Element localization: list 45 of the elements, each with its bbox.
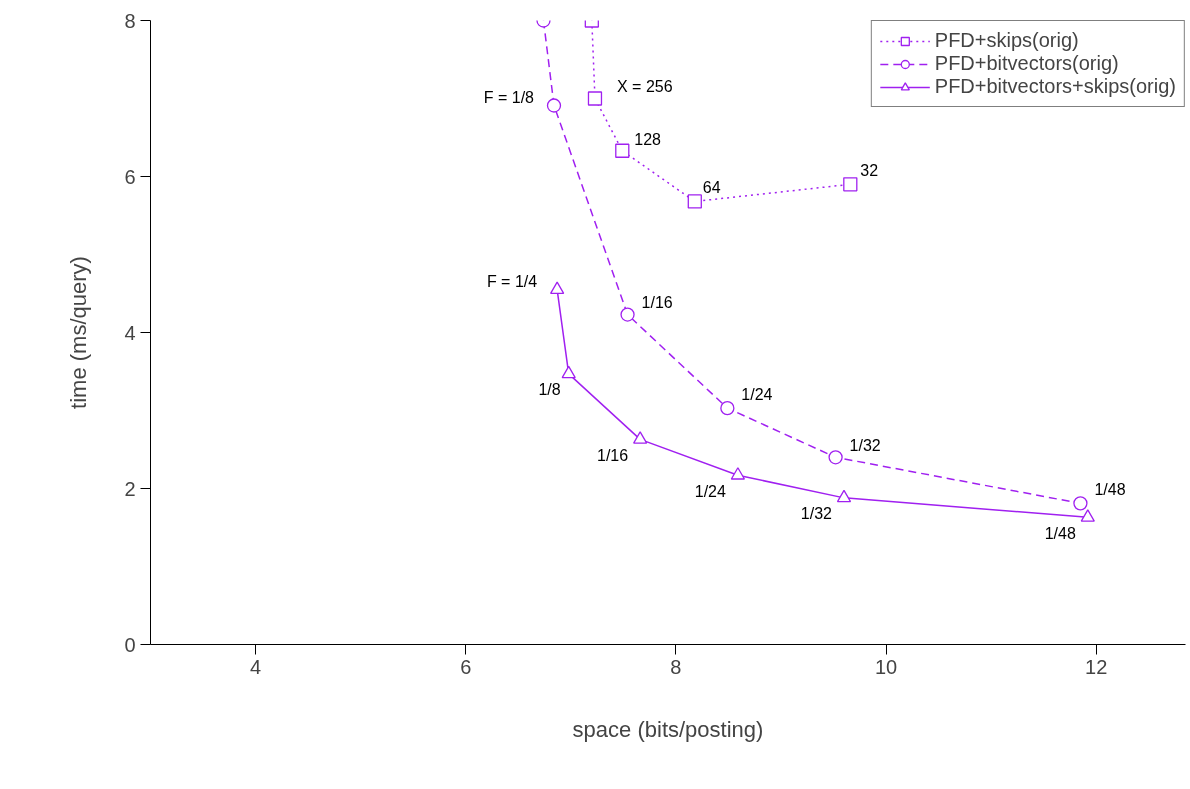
annotation: F = 1/8 (483, 89, 535, 107)
y-tick-label: 2 (124, 477, 136, 500)
point (615, 143, 630, 158)
x-tick-label: 6 (460, 655, 472, 678)
point (561, 365, 576, 379)
x-tick-label: 12 (1085, 655, 1108, 678)
annotation: 1/48 (1094, 480, 1126, 498)
annotation: 1/16 (597, 446, 629, 464)
annotation: 1/24 (694, 482, 726, 500)
point (828, 450, 843, 465)
annotation: X = 256 (616, 78, 673, 95)
point (720, 401, 735, 416)
point (687, 194, 702, 209)
point (633, 431, 648, 444)
point (836, 489, 852, 503)
annotation: F = 1/4 (486, 273, 538, 291)
y-tick-label: 0 (124, 633, 136, 656)
legend-label: PFD+bitvectors(orig) (934, 52, 1119, 75)
point (1073, 496, 1088, 511)
legend-label: PFD+skips(orig) (934, 29, 1079, 52)
point (546, 98, 562, 113)
point (730, 467, 746, 480)
x-tick-label: 10 (874, 655, 898, 678)
annotation: 1/16 (641, 294, 673, 312)
y-tick-label: 6 (124, 165, 136, 188)
annotation: 1/48 (1044, 524, 1076, 542)
x-axis-title: space (bits/posting) (572, 716, 764, 742)
point (1080, 509, 1095, 522)
legend-label: PFD+bitvectors+skips(orig) (934, 75, 1176, 98)
x-tick-label: 4 (250, 655, 262, 678)
point (620, 307, 635, 322)
x-tick-label: 8 (670, 655, 682, 678)
annotation: 1/32 (849, 436, 881, 454)
annotation: 128 (634, 130, 662, 148)
annotation: 1/8 (538, 381, 561, 399)
y-tick-label: 4 (124, 321, 136, 344)
annotation: 1/24 (741, 385, 773, 403)
point (549, 281, 565, 294)
annotation: 64 (702, 179, 721, 197)
annotation: 1/32 (800, 505, 833, 523)
annotation: 32 (860, 162, 879, 180)
y-tick-label: 8 (124, 9, 136, 32)
y-axis-title: time (ms/query) (66, 256, 92, 409)
point (587, 91, 603, 106)
point (843, 177, 858, 192)
